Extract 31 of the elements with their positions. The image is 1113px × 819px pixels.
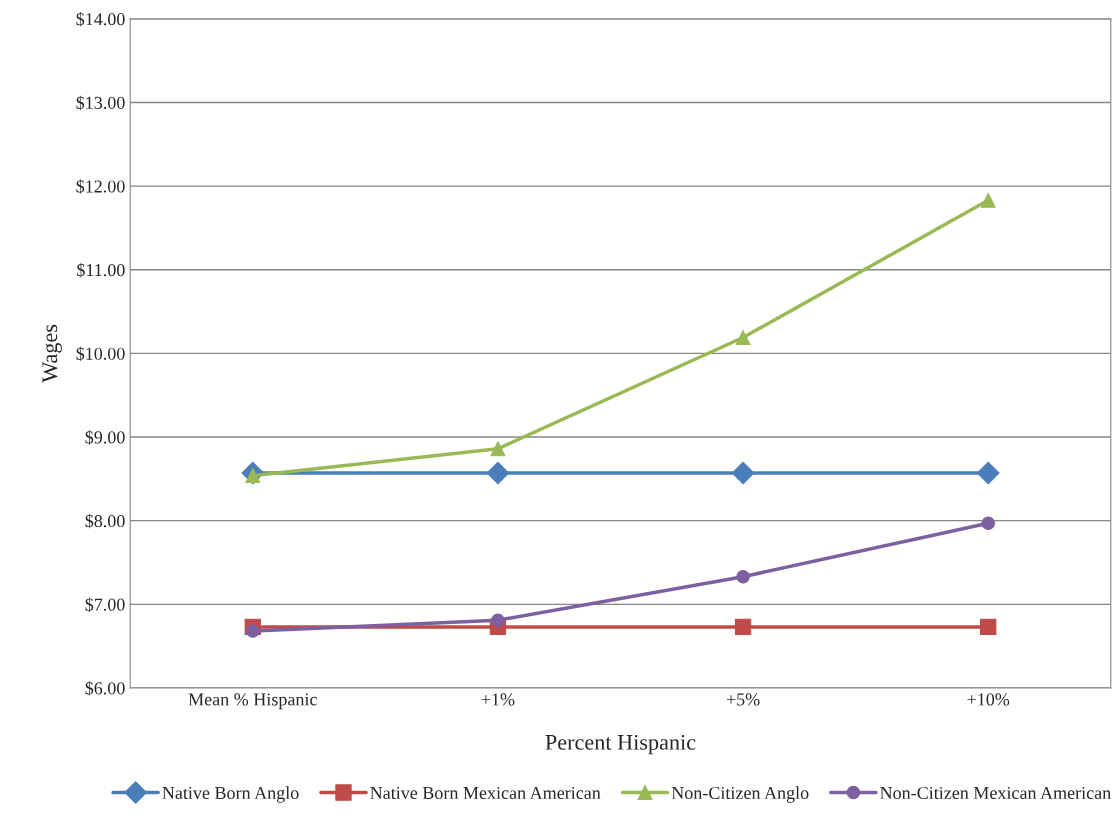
x-tick-label: +5% [726,693,760,706]
x-tick-label: +1% [481,693,515,706]
legend-label: Native Born Anglo [162,786,299,803]
y-tick-label: $6.00 [85,681,125,696]
point [731,461,755,485]
x-axis-title: Percent Hispanic [545,734,696,755]
y-tick-label: $7.00 [85,597,125,612]
legend-label: Non-Citizen Anglo [671,786,809,803]
point [486,461,510,485]
point [980,192,996,208]
point [491,613,505,627]
point [976,461,1000,485]
y-tick-label: $9.00 [85,430,125,445]
point [734,618,752,636]
y-tick-label: $13.00 [76,95,125,111]
y-tick-label: $8.00 [85,513,125,529]
legend-label: Native Born Mexican American [370,786,601,800]
x-tick-label: Mean % Hispanic [188,693,317,710]
y-tick-label: $11.00 [77,262,125,278]
x-tick-label: +10% [967,693,1010,706]
point [735,330,751,345]
y-tick-label: $10.00 [76,346,125,362]
point [246,624,260,638]
y-tick-label: $14.00 [76,12,125,27]
point [736,569,750,584]
point [981,516,995,530]
y-tick-label: $12.00 [76,179,125,194]
legend-label: Non-Citizen Mexican American [880,786,1111,800]
y-axis-title: Wages [42,324,62,383]
point [490,441,506,457]
point [980,618,997,636]
